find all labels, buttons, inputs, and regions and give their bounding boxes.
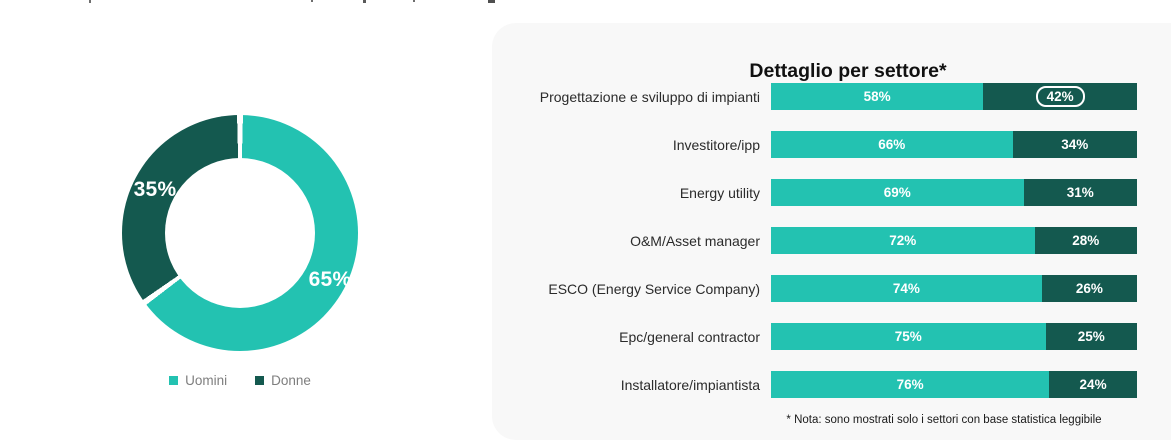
legend-item-donne: Donne [255, 373, 311, 388]
stacked-bar: 75% 25% [771, 323, 1137, 350]
sector-row: O&M/Asset manager 72% 28% [492, 227, 1171, 254]
sector-row: Energy utility 69% 31% [492, 179, 1171, 206]
bar-segment-donne: 28% [1034, 227, 1137, 254]
bar-segment-uomini: 58% [771, 83, 984, 110]
legend-label-uomini: Uomini [185, 373, 228, 388]
legend-swatch-donne [255, 376, 265, 385]
donut-hole [165, 158, 315, 308]
footnote: * Nota: sono mostrati solo i settori con… [786, 414, 1102, 426]
stacked-bar: 76% 24% [771, 371, 1137, 398]
bar-segment-uomini: 75% [771, 323, 1046, 350]
sector-row: Progettazione e sviluppo di impianti 58%… [492, 83, 1171, 110]
sector-row: ESCO (Energy Service Company) 74% 26% [492, 275, 1171, 302]
donut-label-donne: 35% [133, 178, 177, 201]
stacked-bar: 74% 26% [771, 275, 1137, 302]
gender-donut-panel: 35% 65% Uomini Donne [0, 0, 480, 436]
sector-label: Epc/general contractor [619, 328, 760, 345]
bar-segment-uomini: 74% [771, 275, 1042, 302]
bar-segment-uomini: 66% [771, 131, 1013, 158]
donut-label-uomini: 65% [308, 268, 352, 291]
sector-label: Installatore/impiantista [620, 376, 760, 393]
bar-segment-uomini: 69% [771, 179, 1024, 206]
donut-legend: Uomini Donne [0, 373, 480, 388]
sector-label: Energy utility [679, 184, 760, 201]
stacked-bar: 72% 28% [771, 227, 1137, 254]
sector-row: Installatore/impiantista 76% 24% [492, 371, 1171, 398]
bar-segment-donne: 42% [983, 83, 1137, 110]
donut-ring: 35% 65% [122, 115, 358, 351]
sector-label: Investitore/ipp [672, 136, 760, 153]
sector-row: Epc/general contractor 75% 25% [492, 323, 1171, 350]
highlighted-value: 42% [1035, 86, 1085, 107]
sector-row: Investitore/ipp 66% 34% [492, 131, 1171, 158]
bar-segment-uomini: 76% [771, 371, 1050, 398]
legend-label-donne: Donne [271, 373, 311, 388]
legend-swatch-uomini [169, 376, 179, 385]
sector-detail-card: Dettaglio per settore* Progettazione e s… [492, 23, 1171, 440]
bar-segment-donne: 25% [1045, 323, 1137, 350]
bar-segment-donne: 24% [1049, 371, 1137, 398]
bar-segment-donne: 31% [1023, 179, 1137, 206]
stacked-bar: 66% 34% [771, 131, 1137, 158]
stacked-bar: 69% 31% [771, 179, 1137, 206]
sector-label: O&M/Asset manager [630, 232, 760, 249]
sector-label: ESCO (Energy Service Company) [548, 280, 760, 297]
stacked-bar: 58% 42% [771, 83, 1137, 110]
bar-segment-donne: 26% [1041, 275, 1137, 302]
card-title: Dettaglio per settore* [749, 60, 947, 82]
legend-item-uomini: Uomini [169, 373, 227, 388]
bar-segment-donne: 34% [1012, 131, 1137, 158]
sector-rows: Progettazione e sviluppo di impianti 58%… [492, 83, 1171, 419]
bar-segment-uomini: 72% [771, 227, 1035, 254]
sector-label: Progettazione e sviluppo di impianti [539, 88, 760, 105]
